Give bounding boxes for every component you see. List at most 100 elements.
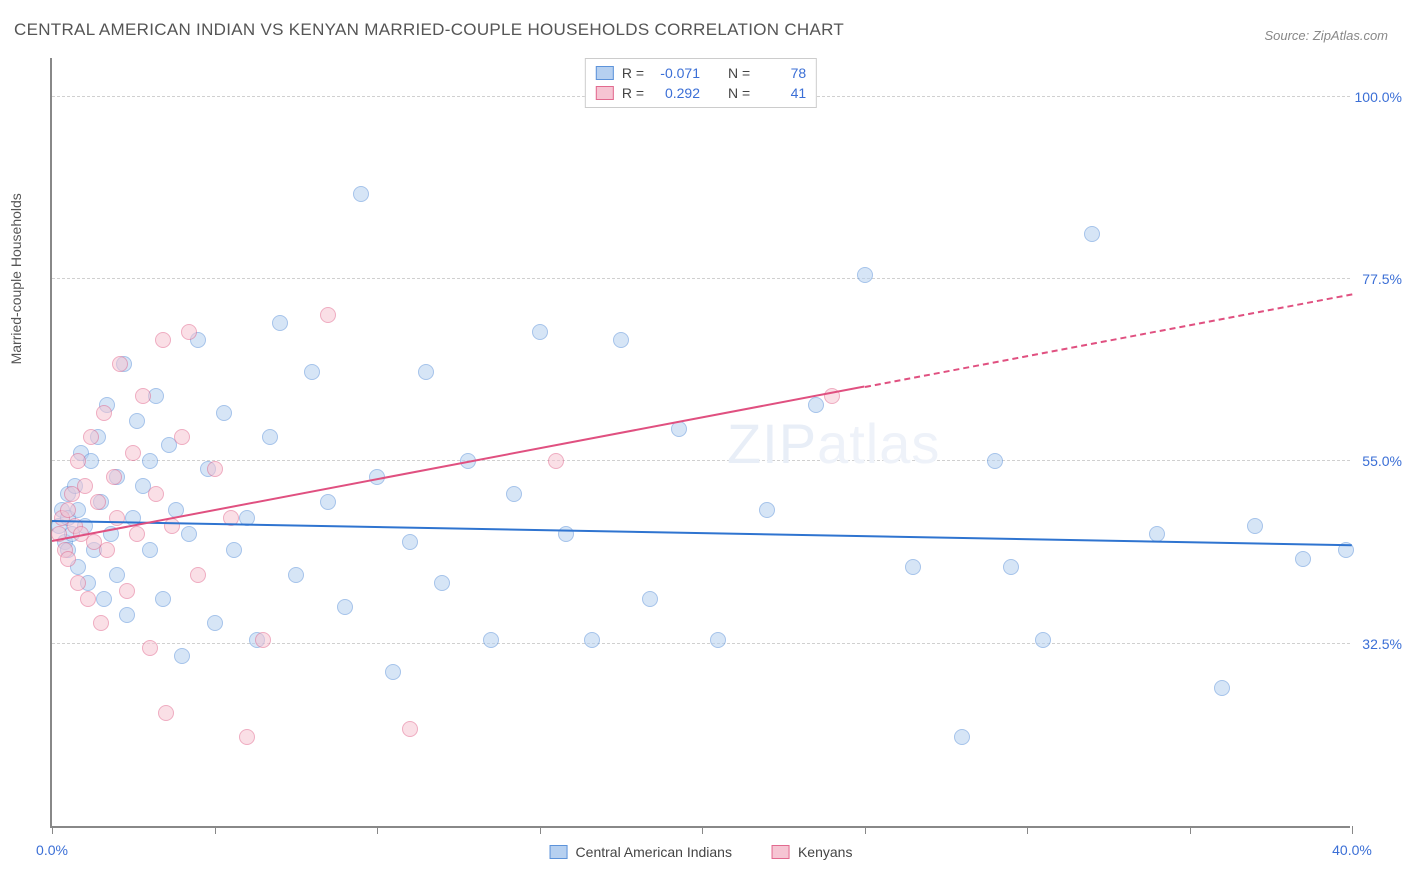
x-tick-mark — [1190, 826, 1191, 834]
legend-row: R = 0.292 N = 41 — [596, 83, 806, 103]
data-point-series-1 — [148, 486, 164, 502]
data-point-series-1 — [164, 518, 180, 534]
data-point-series-0 — [418, 364, 434, 380]
data-point-series-0 — [337, 599, 353, 615]
chart-title: CENTRAL AMERICAN INDIAN VS KENYAN MARRIE… — [14, 20, 844, 40]
data-point-series-0 — [320, 494, 336, 510]
data-point-series-1 — [548, 453, 564, 469]
data-point-series-0 — [304, 364, 320, 380]
data-point-series-0 — [353, 186, 369, 202]
x-tick-label: 40.0% — [1332, 842, 1372, 858]
legend-label-0: Central American Indians — [576, 844, 732, 860]
data-point-series-0 — [142, 542, 158, 558]
gridline — [52, 643, 1350, 644]
x-tick-mark — [1027, 826, 1028, 834]
data-point-series-0 — [506, 486, 522, 502]
data-point-series-1 — [158, 705, 174, 721]
data-point-series-0 — [434, 575, 450, 591]
y-tick-label: 55.0% — [1362, 453, 1402, 469]
data-point-series-0 — [987, 453, 1003, 469]
gridline — [52, 460, 1350, 461]
legend-series: Central American Indians Kenyans — [550, 844, 853, 860]
legend-r-label: R = — [622, 65, 644, 81]
data-point-series-0 — [808, 397, 824, 413]
legend-item: Kenyans — [772, 844, 852, 860]
data-point-series-1 — [129, 526, 145, 542]
data-point-series-1 — [83, 429, 99, 445]
data-point-series-0 — [385, 664, 401, 680]
data-point-series-0 — [142, 453, 158, 469]
x-tick-label: 0.0% — [36, 842, 68, 858]
y-axis-title: Married-couple Households — [8, 193, 24, 364]
legend-label-1: Kenyans — [798, 844, 852, 860]
data-point-series-1 — [402, 721, 418, 737]
data-point-series-0 — [181, 526, 197, 542]
legend-swatch-series-0 — [596, 66, 614, 80]
data-point-series-0 — [288, 567, 304, 583]
data-point-series-0 — [759, 502, 775, 518]
data-point-series-0 — [532, 324, 548, 340]
data-point-series-1 — [99, 542, 115, 558]
trend-line — [52, 386, 865, 542]
data-point-series-1 — [181, 324, 197, 340]
data-point-series-1 — [119, 583, 135, 599]
data-point-series-0 — [119, 607, 135, 623]
chart-container: CENTRAL AMERICAN INDIAN VS KENYAN MARRIE… — [0, 0, 1406, 892]
data-point-series-1 — [190, 567, 206, 583]
data-point-series-0 — [402, 534, 418, 550]
legend-r-label: R = — [622, 85, 644, 101]
data-point-series-0 — [1247, 518, 1263, 534]
x-tick-mark — [702, 826, 703, 834]
y-tick-label: 32.5% — [1362, 636, 1402, 652]
legend-n-value-1: 41 — [758, 85, 806, 101]
data-point-series-1 — [93, 615, 109, 631]
data-point-series-1 — [70, 575, 86, 591]
data-point-series-0 — [109, 567, 125, 583]
x-tick-mark — [52, 826, 53, 834]
data-point-series-0 — [1214, 680, 1230, 696]
data-point-series-0 — [226, 542, 242, 558]
x-tick-mark — [1352, 826, 1353, 834]
legend-n-label: N = — [728, 65, 750, 81]
data-point-series-0 — [174, 648, 190, 664]
x-tick-mark — [215, 826, 216, 834]
data-point-series-0 — [129, 413, 145, 429]
legend-row: R = -0.071 N = 78 — [596, 63, 806, 83]
data-point-series-0 — [216, 405, 232, 421]
data-point-series-1 — [142, 640, 158, 656]
data-point-series-0 — [1295, 551, 1311, 567]
legend-swatch-series-0 — [550, 845, 568, 859]
legend-item: Central American Indians — [550, 844, 732, 860]
data-point-series-1 — [77, 478, 93, 494]
data-point-series-0 — [710, 632, 726, 648]
x-tick-mark — [865, 826, 866, 834]
watermark: ZIPatlas — [727, 411, 940, 476]
data-point-series-1 — [96, 405, 112, 421]
legend-r-value-1: 0.292 — [652, 85, 700, 101]
data-point-series-1 — [174, 429, 190, 445]
legend-swatch-series-1 — [596, 86, 614, 100]
data-point-series-1 — [207, 461, 223, 477]
legend-r-value-0: -0.071 — [652, 65, 700, 81]
data-point-series-0 — [1003, 559, 1019, 575]
data-point-series-0 — [905, 559, 921, 575]
data-point-series-1 — [155, 332, 171, 348]
gridline — [52, 278, 1350, 279]
legend-n-value-0: 78 — [758, 65, 806, 81]
data-point-series-0 — [1084, 226, 1100, 242]
x-tick-mark — [377, 826, 378, 834]
data-point-series-1 — [255, 632, 271, 648]
data-point-series-1 — [112, 356, 128, 372]
data-point-series-1 — [135, 388, 151, 404]
data-point-series-1 — [60, 551, 76, 567]
data-point-series-1 — [90, 494, 106, 510]
data-point-series-0 — [262, 429, 278, 445]
trend-line — [864, 293, 1352, 388]
watermark-part-a: ZIP — [727, 412, 817, 475]
data-point-series-0 — [613, 332, 629, 348]
data-point-series-1 — [320, 307, 336, 323]
data-point-series-1 — [125, 445, 141, 461]
data-point-series-0 — [483, 632, 499, 648]
data-point-series-0 — [954, 729, 970, 745]
data-point-series-1 — [106, 469, 122, 485]
